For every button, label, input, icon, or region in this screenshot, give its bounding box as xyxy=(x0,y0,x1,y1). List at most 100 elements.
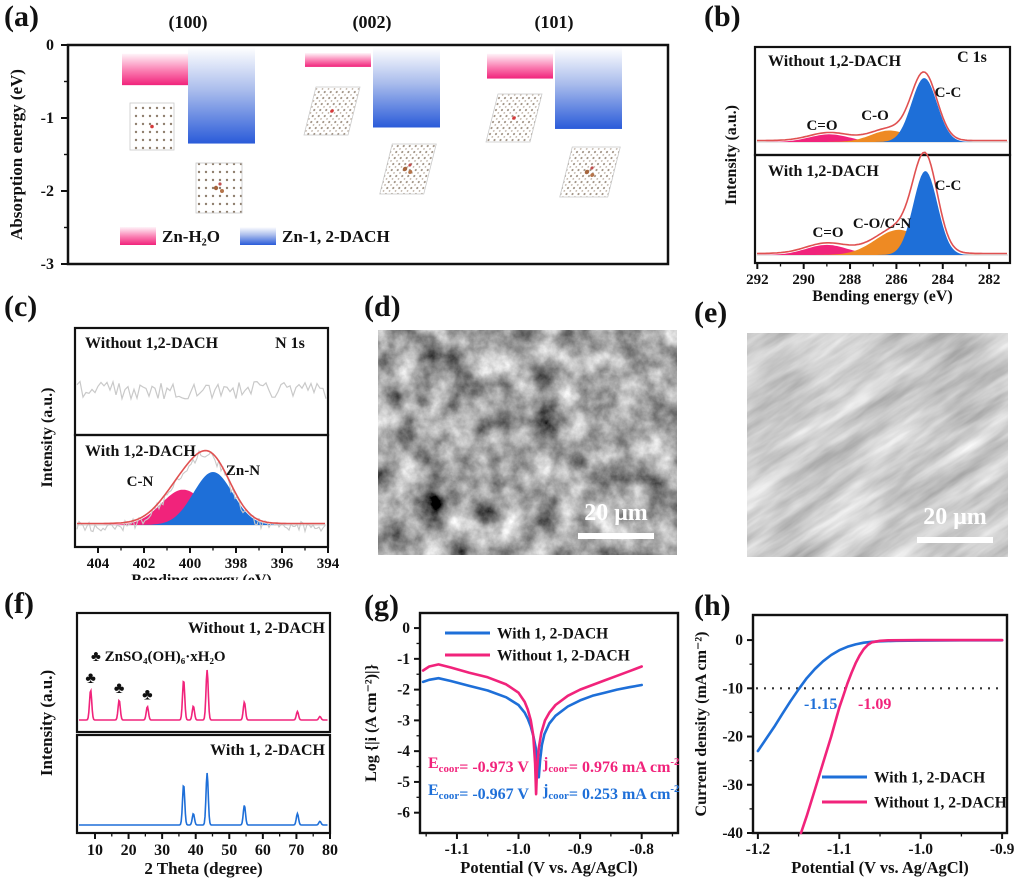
crystal-lattice-inset xyxy=(129,102,175,151)
x-axis-label: Bending energy (eV) xyxy=(131,572,271,580)
y-axis-label: Intensity (a.u.) xyxy=(37,670,56,776)
legend-swatch-znh2o xyxy=(120,227,156,245)
xps-peak-C-O/C-N xyxy=(757,229,1008,255)
inplot-label: C-O/C-N xyxy=(853,216,911,232)
inplot-label: With 1,2-DACH xyxy=(85,443,196,460)
panel-d-label: (d) xyxy=(364,290,401,323)
plot-frame xyxy=(73,433,330,549)
plot-frame xyxy=(75,611,332,734)
y-axis-label: Absorption energy (eV) xyxy=(7,69,26,240)
plot-frame xyxy=(753,153,1012,265)
xps-envelope xyxy=(77,449,325,525)
panel-a: (a) 0 -1 -2 -3 Absorption energy (eV) (100) (0… xyxy=(0,0,700,290)
x-tick-label: -0.9 xyxy=(568,841,593,858)
legend-label: With 1, 2-DACH xyxy=(874,770,985,787)
x-tick-label: 400 xyxy=(179,556,202,572)
xrd-pattern-1 xyxy=(79,772,328,826)
x-tick-label: 286 xyxy=(885,272,908,288)
y-tick-label: -1 xyxy=(41,110,54,127)
y-tick-label: -3 xyxy=(397,712,410,729)
y-tick-label: -3 xyxy=(41,256,54,273)
xps-noise-trace xyxy=(76,449,326,534)
bar-dach-(101) xyxy=(555,47,622,129)
y-axis-label: Log {|i (A cm⁻²)|} xyxy=(363,664,380,782)
inplot-label: C-C xyxy=(935,178,962,194)
y-tick-label: 0 xyxy=(402,620,410,637)
x-tick-label: 60 xyxy=(255,842,271,859)
x-axis-label: Potential (V vs. Ag/AgCl) xyxy=(460,858,638,877)
x-tick-label: -1.2 xyxy=(746,841,771,858)
x-tick-label: 282 xyxy=(978,272,1001,288)
crystal-lattice-inset xyxy=(559,146,621,198)
crystal-lattice-inset xyxy=(379,143,437,195)
x-tick-label: 290 xyxy=(792,272,815,288)
x-tick-label: 50 xyxy=(221,842,237,859)
y-tick-label: -2 xyxy=(397,682,410,699)
bar-znh2o-(002) xyxy=(305,53,371,67)
y-tick-label: 0 xyxy=(735,632,743,649)
y-tick-label: -20 xyxy=(722,729,743,746)
panel-f: (f) ♣ ♣ ♣ 10 20 30 40 50 60 70 80 2 Theta (degree) I… xyxy=(0,575,360,890)
annotation: jcoor= 0.253 mA cm-2 xyxy=(542,782,679,803)
x-tick-label: 70 xyxy=(288,842,304,859)
panel-c-xps-n1s-chart: 404 402 400 398 396 394 Bending energy (eV) Int… xyxy=(39,326,340,580)
panel-e: (e) 20 μm xyxy=(690,290,1024,575)
panel-d-sem-image xyxy=(378,330,677,555)
inplot-label: ♣ ZnSO₄(OH)₆·xH₂O xyxy=(91,649,226,665)
x-tick-label: 10 xyxy=(87,842,103,859)
curve-without-dach xyxy=(799,638,1004,835)
plot-frame xyxy=(75,733,332,835)
legend-label-dach: Zn-1, 2-DACH xyxy=(282,227,390,246)
inplot-label: C=O xyxy=(812,225,843,241)
scalebar-e xyxy=(917,537,993,543)
inplot-label: Without 1, 2-DACH xyxy=(188,620,326,637)
y-tick-label: -30 xyxy=(722,777,743,794)
sem-smooth-texture xyxy=(747,333,1008,557)
x-tick-label: 30 xyxy=(154,842,170,859)
xps-peak-C=O xyxy=(757,134,1008,142)
facet-header: (101) xyxy=(535,12,574,33)
panel-b: (b) 292 290 288 286 284 282 Bending energy (eV… xyxy=(700,0,1024,310)
panel-c: (c) 404 402 400 398 396 394 Bending energy (eV… xyxy=(0,290,360,580)
x-tick-label: 40 xyxy=(188,842,204,859)
y-axis-label: Intensity (a.u.) xyxy=(39,387,56,487)
panel-g-label: (g) xyxy=(364,589,399,622)
y-axis-label: Current density (mA cm⁻²) xyxy=(693,632,710,817)
bar-znh2o-(101) xyxy=(487,53,553,79)
inplot-label: N 1s xyxy=(275,335,305,352)
inplot-label: With 1,2-DACH xyxy=(768,163,879,180)
panel-g: (g) -1.1 -1.0 -0.9 -0.8 0 -1 -2 -3 -4 -5 -6 Potenti… xyxy=(360,575,690,890)
crystal-lattice-inset xyxy=(303,86,361,136)
y-tick-label: -10 xyxy=(722,680,743,697)
legend-swatch-dach xyxy=(240,227,276,245)
facet-header: (002) xyxy=(353,12,392,33)
x-tick-label: 394 xyxy=(317,556,340,572)
y-tick-label: -1 xyxy=(397,651,410,668)
x-tick-label: 288 xyxy=(839,272,862,288)
panel-e-sem-image xyxy=(747,333,1008,557)
y-tick-label: -2 xyxy=(41,183,54,200)
x-tick-label: 398 xyxy=(225,556,248,572)
legend-label: With 1, 2-DACH xyxy=(497,626,608,643)
legend-label-znh2o: Zn-H₂O xyxy=(162,227,220,246)
inplot-label: C-N xyxy=(127,474,154,490)
x-tick-label: 396 xyxy=(271,556,294,572)
panel-g-tafel-chart: -1.1 -1.0 -0.9 -0.8 0 -1 -2 -3 -4 -5 -6 Potential (… xyxy=(363,611,679,877)
x-axis-label: Bending energy (eV) xyxy=(812,288,952,305)
y-tick-label: -6 xyxy=(397,805,410,822)
inplot-label: C-C xyxy=(935,85,962,101)
xps-envelope xyxy=(756,151,1007,255)
y-tick-label: 0 xyxy=(46,37,54,54)
sem-rough-texture xyxy=(378,330,677,555)
xps-peak-C-C xyxy=(757,78,1008,142)
xps-peak-C-C xyxy=(757,171,1008,255)
x-tick-label: -1.1 xyxy=(827,841,852,858)
legend-label: Without 1, 2-DACH xyxy=(874,795,1007,812)
xps-peak-Zn-N xyxy=(77,472,326,525)
phase-marker-club: ♣ xyxy=(85,670,96,687)
xps-peak-C-O xyxy=(757,130,1008,142)
y-tick-label: -40 xyxy=(722,825,743,842)
xrd-pattern-0 xyxy=(79,669,328,721)
panel-h: (h) -1.2 -1.1 -1.0 -0.9 0 -10 -20 -30 -40 Potenti… xyxy=(690,575,1024,890)
annotation: -1.15 xyxy=(804,696,837,713)
